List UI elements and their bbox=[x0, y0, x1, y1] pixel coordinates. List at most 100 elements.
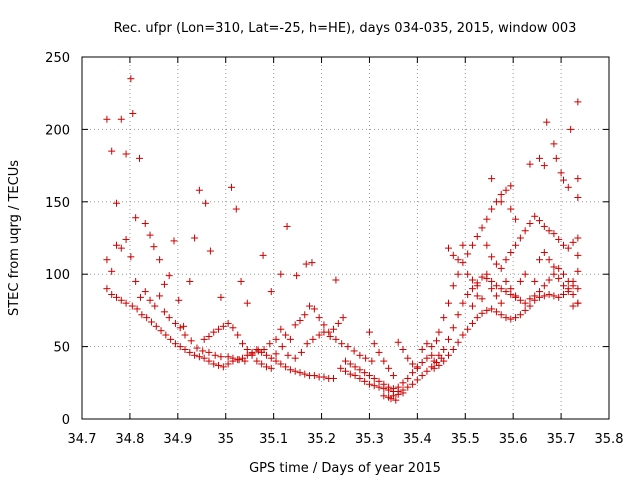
data-point bbox=[574, 98, 582, 106]
data-point bbox=[232, 205, 240, 213]
data-point bbox=[301, 370, 309, 378]
data-point bbox=[297, 348, 305, 356]
data-point bbox=[483, 306, 491, 314]
y-tick-label: 200 bbox=[45, 123, 70, 138]
data-point bbox=[399, 389, 407, 397]
data-point bbox=[497, 198, 505, 206]
y-tick-label: 0 bbox=[62, 413, 70, 428]
data-point bbox=[293, 272, 301, 280]
data-point bbox=[211, 351, 219, 359]
data-point bbox=[229, 324, 237, 332]
data-point bbox=[459, 331, 467, 339]
data-point bbox=[259, 251, 267, 259]
data-point bbox=[492, 292, 500, 300]
data-point bbox=[356, 351, 364, 359]
data-point bbox=[488, 253, 496, 261]
data-point bbox=[413, 376, 421, 384]
data-point bbox=[512, 215, 520, 223]
y-tick-label: 100 bbox=[45, 268, 70, 283]
data-point bbox=[502, 288, 510, 296]
data-point bbox=[423, 367, 431, 375]
data-point bbox=[430, 357, 438, 365]
data-point bbox=[459, 299, 467, 307]
data-point bbox=[550, 230, 558, 238]
data-point bbox=[394, 390, 402, 398]
data-point bbox=[449, 324, 457, 332]
data-point bbox=[464, 250, 472, 258]
data-point bbox=[531, 296, 539, 304]
data-point bbox=[385, 364, 393, 372]
data-point bbox=[454, 256, 462, 264]
data-point bbox=[488, 205, 496, 213]
data-point bbox=[176, 324, 184, 332]
data-point bbox=[224, 360, 232, 368]
data-point bbox=[370, 374, 378, 382]
data-point bbox=[129, 109, 137, 117]
data-point bbox=[545, 276, 553, 284]
data-point bbox=[215, 361, 223, 369]
data-point bbox=[418, 372, 426, 380]
data-point bbox=[210, 360, 218, 368]
data-point bbox=[574, 299, 582, 307]
data-point bbox=[399, 379, 407, 387]
data-point bbox=[497, 264, 505, 272]
data-point bbox=[540, 222, 548, 230]
data-point bbox=[286, 366, 294, 374]
data-point bbox=[468, 276, 476, 284]
data-point bbox=[492, 282, 500, 290]
data-point bbox=[309, 335, 317, 343]
data-point bbox=[409, 360, 417, 368]
data-point bbox=[180, 322, 188, 330]
data-point bbox=[267, 288, 275, 296]
data-point bbox=[165, 314, 173, 322]
data-point bbox=[497, 285, 505, 293]
data-point bbox=[423, 340, 431, 348]
data-point bbox=[202, 199, 210, 207]
data-point bbox=[507, 205, 515, 213]
data-point bbox=[478, 309, 486, 317]
data-point bbox=[132, 214, 140, 222]
data-point bbox=[108, 147, 116, 155]
data-point bbox=[540, 292, 548, 300]
data-point bbox=[227, 183, 235, 191]
data-point bbox=[272, 350, 280, 358]
data-point bbox=[454, 311, 462, 319]
chart-title: Rec. ufpr (Lon=310, Lat=-25, h=HE), days… bbox=[114, 21, 577, 36]
data-point bbox=[254, 347, 262, 355]
data-point bbox=[394, 383, 402, 391]
data-point bbox=[550, 270, 558, 278]
data-point bbox=[361, 377, 369, 385]
x-tick-label: 35.5 bbox=[451, 432, 480, 447]
data-point bbox=[224, 319, 232, 327]
data-point bbox=[310, 372, 318, 380]
data-point bbox=[555, 235, 563, 243]
data-point bbox=[243, 345, 251, 353]
data-point bbox=[449, 345, 457, 353]
data-point bbox=[267, 364, 275, 372]
data-point bbox=[521, 227, 529, 235]
data-point bbox=[272, 357, 280, 365]
data-point bbox=[368, 357, 376, 365]
data-point bbox=[423, 354, 431, 362]
data-point bbox=[502, 314, 510, 322]
data-point bbox=[103, 285, 111, 293]
data-point bbox=[346, 360, 354, 368]
data-point bbox=[497, 191, 505, 199]
data-point bbox=[468, 285, 476, 293]
data-point bbox=[516, 311, 524, 319]
data-point bbox=[199, 347, 207, 355]
data-point bbox=[117, 244, 125, 252]
data-point bbox=[272, 335, 280, 343]
data-point bbox=[488, 305, 496, 313]
data-point bbox=[219, 363, 227, 371]
data-point bbox=[162, 331, 170, 339]
data-point bbox=[167, 335, 175, 343]
data-point bbox=[464, 325, 472, 333]
data-point bbox=[320, 321, 328, 329]
data-point bbox=[112, 293, 120, 301]
data-point bbox=[555, 293, 563, 301]
data-point bbox=[492, 308, 500, 316]
data-point bbox=[135, 154, 143, 162]
data-point bbox=[574, 234, 582, 242]
data-point bbox=[112, 199, 120, 207]
